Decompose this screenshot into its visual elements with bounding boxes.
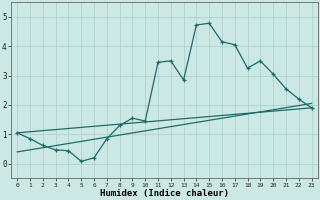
- X-axis label: Humidex (Indice chaleur): Humidex (Indice chaleur): [100, 189, 229, 198]
